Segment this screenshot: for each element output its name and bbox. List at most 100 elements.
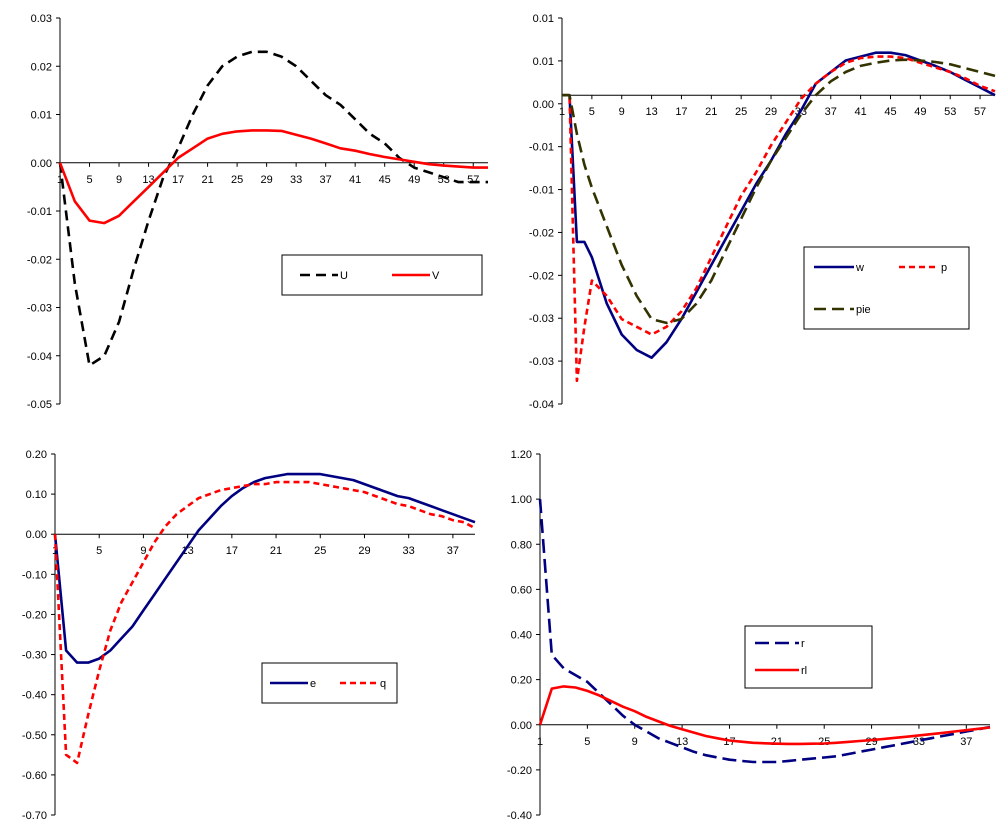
y-tick-label: -0.01 [529,142,554,154]
x-tick-label: 33 [290,174,302,186]
y-tick-label: 0.00 [26,529,47,541]
x-tick-label: 57 [467,174,479,186]
x-tick-label: 25 [735,106,747,118]
x-tick-label: 25 [231,174,243,186]
x-tick-label: 13 [676,736,688,748]
x-tick-label: 41 [349,174,361,186]
x-tick-label: 25 [818,736,830,748]
y-tick-label: 1.00 [511,494,532,506]
x-tick-label: 37 [447,545,459,557]
legend: r rl [744,625,873,689]
y-tick-label: -0.70 [22,810,47,822]
x-tick-label: 53 [944,106,956,118]
y-tick-label: -0.03 [529,313,554,325]
x-tick-label: 29 [358,545,370,557]
y-tick-label: -0.60 [22,770,47,782]
x-tick-label: 49 [408,174,420,186]
x-tick-label: 25 [314,545,326,557]
y-tick-label: 0.01 [31,110,52,122]
x-tick-label: 21 [705,106,717,118]
y-tick-label: -0.10 [22,569,47,581]
series-line-pie [562,58,996,325]
x-tick-label: 21 [201,174,213,186]
y-tick-label: -0.01 [529,185,554,197]
series-line-V [58,129,488,225]
y-tick-label: 0.02 [31,61,52,73]
x-tick-label: 5 [96,545,102,557]
y-tick-label: 0.03 [31,13,52,25]
x-tick-label: 9 [140,545,146,557]
series-line-q [53,480,476,765]
x-tick-label: 45 [884,106,896,118]
y-tick-label: -0.20 [507,765,532,777]
y-tick-label: -0.30 [22,650,47,662]
y-tick-label: 0.20 [26,449,47,461]
y-tick-label: 0.80 [511,539,532,551]
legend-label-r: r [801,638,805,650]
series-line-p [562,55,996,383]
legend-label-V: V [432,270,440,282]
y-tick-label: -0.01 [27,206,52,218]
legend-label-p: p [941,262,947,274]
x-tick-label: 57 [974,106,986,118]
x-tick-label: 17 [172,174,184,186]
x-tick-label: 9 [619,106,625,118]
x-tick-label: 5 [589,106,595,118]
series-line-rl [538,685,991,746]
x-tick-label: 29 [260,174,272,186]
x-tick-label: 1 [537,736,543,748]
series-line-r [538,499,991,764]
legend-label-U: U [340,270,348,282]
legend-box [803,246,970,330]
x-tick-label: 37 [320,174,332,186]
legend: w p pie [803,246,970,330]
y-tick-label: 0.01 [533,56,554,68]
x-tick-label: 13 [645,106,657,118]
x-tick-label: 1 [57,174,63,186]
x-tick-label: 33 [403,545,415,557]
y-tick-label: -0.02 [27,254,52,266]
y-tick-label: -0.04 [27,351,52,363]
x-tick-label: 41 [854,106,866,118]
legend-label-rl: rl [801,665,807,677]
y-tick-label: 0.00 [533,99,554,111]
legend-label-w: w [855,262,864,274]
y-tick-label: -0.02 [529,227,554,239]
x-tick-label: 5 [584,736,590,748]
y-tick-label: -0.50 [22,730,47,742]
chart-panel-3: 0.20 0.10 0.00 -0.10 -0.20 -0.30 -0.40 -0.50 -0.… [22,449,476,822]
chart-panel-2: 0.01 0.01 0.00 -0.01 -0.01 -0.02 -0.02 -0.03 -0.… [529,13,996,411]
y-tick-label: -0.03 [27,303,52,315]
x-tick-label: 9 [632,736,638,748]
y-tick-label: -0.40 [22,690,47,702]
x-tick-label: 45 [379,174,391,186]
chart-panel-1: 0.03 0.02 0.01 0.00 -0.01 -0.02 -0.03 -0.04 -0.0… [27,13,488,411]
y-tick-label: 0.00 [31,158,52,170]
y-tick-label: -0.03 [529,356,554,368]
legend-box [744,625,873,689]
legend-label-e: e [310,678,316,690]
legend-label-q: q [380,678,386,690]
x-tick-label: 49 [914,106,926,118]
x-tick-label: 29 [865,736,877,748]
series-line-U [58,50,488,367]
y-tick-label: -0.40 [507,810,532,822]
legend-box [281,254,483,296]
legend-label-pie: pie [856,304,871,316]
y-tick-label: -0.02 [529,270,554,282]
y-tick-label: -0.04 [529,399,554,411]
x-tick-label: 37 [960,736,972,748]
x-tick-label: 5 [86,174,92,186]
y-tick-label: 1.20 [511,449,532,461]
x-tick-label: 9 [116,174,122,186]
y-tick-label: -0.20 [22,609,47,621]
x-tick-label: 1 [559,106,565,118]
x-tick-label: 33 [913,736,925,748]
series-line-e [53,472,476,664]
chart-panel-4: 1.20 1.00 0.80 0.60 0.40 0.20 0.00 -0.20 -0.40 1 5… [507,449,991,822]
y-tick-label: 0.10 [26,489,47,501]
x-tick-label: 21 [270,545,282,557]
